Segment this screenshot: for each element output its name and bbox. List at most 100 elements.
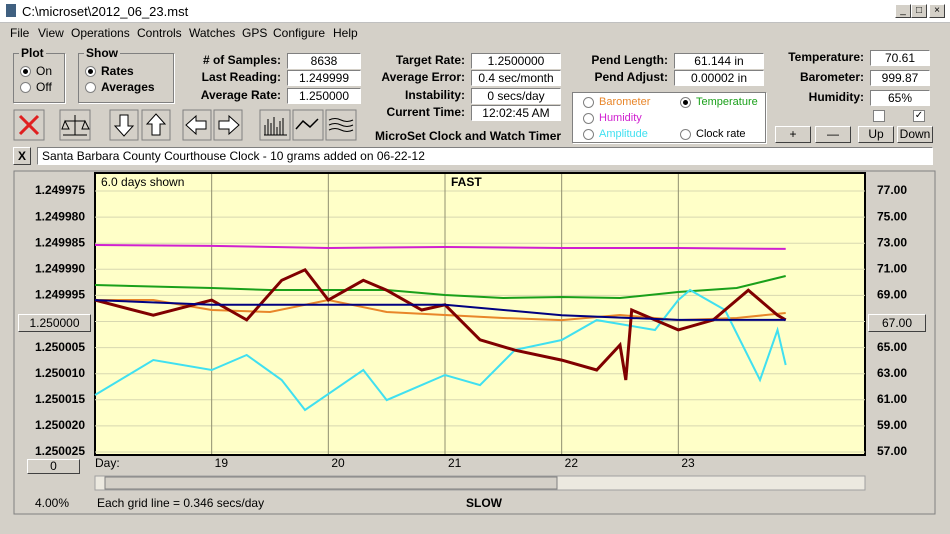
radio[interactable]: Off bbox=[20, 80, 52, 94]
x-tick-label: 19 bbox=[215, 456, 229, 470]
checkbox[interactable] bbox=[873, 110, 885, 122]
radio[interactable]: Averages bbox=[85, 80, 155, 94]
legend bbox=[572, 92, 766, 143]
maximize[interactable]: □ bbox=[911, 4, 927, 18]
menu-item[interactable]: Help bbox=[333, 26, 358, 40]
series-line bbox=[94, 267, 787, 381]
menu-item[interactable]: View bbox=[38, 26, 64, 40]
show-group bbox=[78, 53, 174, 103]
tool-button[interactable] bbox=[13, 109, 45, 141]
field-label: # of Samples: bbox=[202, 53, 281, 67]
tool-button[interactable] bbox=[259, 109, 291, 141]
y2-tick-label: 57.00 bbox=[877, 444, 907, 458]
y2-tick-label: 75.00 bbox=[877, 209, 907, 223]
right-value-button[interactable]: 67.00 bbox=[868, 314, 926, 332]
scroll-thumb[interactable] bbox=[104, 476, 558, 490]
x-tick-label: 22 bbox=[565, 456, 579, 470]
field-label: Pend Adjust: bbox=[594, 70, 668, 84]
field-label: Barometer: bbox=[799, 70, 864, 84]
tool-button[interactable] bbox=[182, 109, 212, 141]
grid-note: Each grid line = 0.346 secs/day bbox=[97, 496, 265, 510]
menu-item[interactable]: File bbox=[10, 26, 30, 40]
field-label: Average Error: bbox=[381, 70, 465, 84]
adjust-button[interactable]: + bbox=[775, 126, 811, 143]
legend-item[interactable]: Humidity bbox=[583, 112, 642, 124]
menu-item[interactable]: GPS bbox=[242, 26, 268, 40]
field-value: 0 secs/day bbox=[471, 88, 561, 104]
tool-button[interactable] bbox=[292, 109, 324, 141]
minimize[interactable]: _ bbox=[895, 4, 911, 18]
app-icon bbox=[6, 4, 16, 17]
field-value: 70.61 bbox=[870, 50, 930, 66]
left-value-button[interactable]: 1.250000 bbox=[18, 314, 91, 332]
radio[interactable]: On bbox=[20, 64, 52, 78]
field-label: Current Time: bbox=[386, 105, 465, 119]
tool-button[interactable] bbox=[141, 109, 171, 141]
legend-label: Barometer bbox=[599, 96, 651, 108]
legend-label: Temperature bbox=[696, 96, 758, 108]
adjust-button[interactable]: — bbox=[815, 126, 851, 143]
radio-label: On bbox=[36, 64, 53, 78]
y-tick-label: 1.250010 bbox=[35, 366, 85, 380]
legend-item[interactable]: Amplitude bbox=[583, 128, 648, 140]
title-bar: C:\microset\2012_06_23.mst _ □ × bbox=[0, 0, 950, 23]
zoom-label: 4.00% bbox=[35, 496, 70, 510]
y-tick-label: 1.249985 bbox=[35, 235, 85, 249]
series-line bbox=[94, 299, 786, 321]
menu-item[interactable]: Watches bbox=[189, 26, 236, 40]
x-tick-label: 23 bbox=[681, 456, 695, 470]
legend-label: Humidity bbox=[599, 112, 642, 124]
y-tick-label: 1.250015 bbox=[35, 392, 85, 406]
y-tick-label: 1.250005 bbox=[35, 340, 85, 354]
field-label: Last Reading: bbox=[201, 70, 281, 84]
y-tick-label: 1.250025 bbox=[35, 444, 85, 458]
field-label: Humidity: bbox=[808, 90, 864, 104]
comment-field[interactable]: Santa Barbara County Courthouse Clock - … bbox=[37, 147, 933, 165]
close[interactable]: × bbox=[929, 4, 945, 18]
y2-tick-label: 77.00 bbox=[877, 183, 907, 197]
x-tick-label: 20 bbox=[331, 456, 345, 470]
y2-tick-label: 65.00 bbox=[877, 340, 907, 354]
field-value: 65% bbox=[870, 90, 930, 106]
legend-label: Amplitude bbox=[599, 128, 648, 140]
legend-label: Clock rate bbox=[696, 128, 746, 140]
checkbox[interactable]: ✓ bbox=[913, 110, 925, 122]
field-value: 999.87 bbox=[870, 70, 930, 86]
tool-button[interactable] bbox=[59, 109, 91, 141]
tool-button[interactable] bbox=[325, 109, 357, 141]
group-title: Show bbox=[84, 46, 120, 60]
y-tick-label: 1.249995 bbox=[35, 288, 85, 302]
field-value: 12:02:45 AM bbox=[471, 105, 561, 121]
x-tick-label: 21 bbox=[448, 456, 462, 470]
tool-button[interactable] bbox=[213, 109, 243, 141]
series-line bbox=[94, 288, 787, 412]
field-label: Average Rate: bbox=[200, 88, 281, 102]
y-tick-label: 1.249975 bbox=[35, 183, 85, 197]
menu-item[interactable]: Configure bbox=[273, 26, 326, 40]
tool-button[interactable] bbox=[109, 109, 139, 141]
radio-label: Rates bbox=[101, 64, 134, 78]
x-axis-label: Day: bbox=[95, 456, 120, 470]
clear-comment[interactable]: X bbox=[13, 147, 31, 165]
group-title: Plot bbox=[19, 46, 46, 60]
adjust-button[interactable]: Down bbox=[897, 126, 933, 143]
radio-label: Averages bbox=[101, 80, 155, 94]
field-value: 1.250000 bbox=[287, 88, 361, 104]
field-label: Temperature: bbox=[788, 50, 864, 64]
y2-tick-label: 63.00 bbox=[877, 366, 907, 380]
adjust-button[interactable]: Up bbox=[858, 126, 894, 143]
menu-item[interactable]: Operations bbox=[71, 26, 130, 40]
legend-item[interactable]: Barometer bbox=[583, 96, 650, 108]
radio-label: Off bbox=[36, 80, 52, 94]
field-label: Pend Length: bbox=[591, 53, 668, 67]
window-title: C:\microset\2012_06_23.mst bbox=[22, 4, 189, 19]
field-value: 61.144 in bbox=[674, 53, 764, 69]
menu-item[interactable]: Controls bbox=[137, 26, 182, 40]
y2-tick-label: 73.00 bbox=[877, 235, 907, 249]
offset-button[interactable]: 0 bbox=[27, 459, 80, 474]
legend-item[interactable]: Clock rate bbox=[680, 128, 746, 140]
y2-tick-label: 71.00 bbox=[877, 261, 907, 275]
radio[interactable]: Rates bbox=[85, 64, 134, 78]
legend-item[interactable]: Temperature bbox=[680, 96, 758, 108]
